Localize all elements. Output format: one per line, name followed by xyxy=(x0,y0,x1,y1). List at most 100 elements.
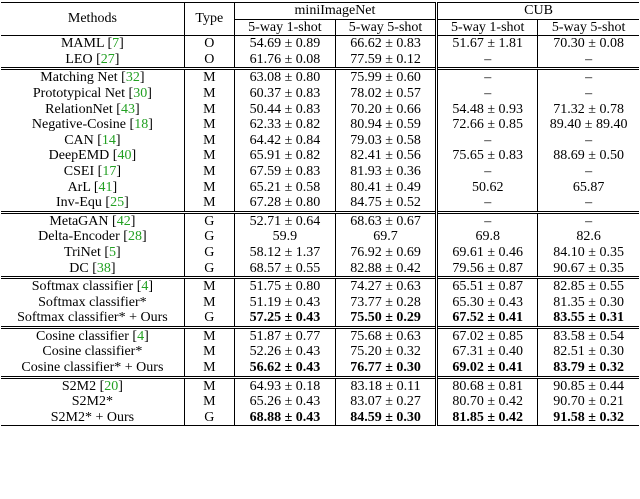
citation-link[interactable]: 41 xyxy=(98,179,113,195)
mini-5shot-cell: 68.63 ± 0.67 xyxy=(335,210,439,230)
mini-5shot-cell: 73.77 ± 0.28 xyxy=(335,294,439,311)
mini-1shot-cell: 50.44 ± 0.83 xyxy=(234,101,336,118)
mini-5shot-cell: 70.20 ± 0.66 xyxy=(335,101,439,118)
type-cell: O xyxy=(184,51,235,69)
citation-link[interactable]: 28 xyxy=(127,229,142,245)
method-cell: Prototypical Net [30] xyxy=(1,85,185,102)
cub-5shot-cell: 88.69 ± 0.50 xyxy=(553,148,624,164)
mini-1shot-cell: 56.62 ± 0.43 xyxy=(234,360,336,378)
cub-1shot-cell: 54.48 ± 0.93 xyxy=(436,101,539,118)
citation-link[interactable]: 5 xyxy=(109,244,117,260)
method-name: ArL xyxy=(67,179,91,195)
method-cell: S2M2* + Ours xyxy=(1,409,185,427)
cub-5shot-cell: 84.10 ± 0.35 xyxy=(553,244,624,260)
method-cell: Softmax classifier* xyxy=(1,294,185,311)
citation-link[interactable]: 42 xyxy=(116,213,131,229)
method-name: Cosine classifier* xyxy=(42,344,143,360)
mini-5shot-cell: 79.03 ± 0.58 xyxy=(335,132,439,149)
type-cell: M xyxy=(184,132,235,149)
citation-link[interactable]: 4 xyxy=(137,328,145,344)
citation-link[interactable]: 43 xyxy=(120,101,135,117)
cub-5shot-cell: 71.32 ± 0.78 xyxy=(553,101,624,117)
table-row: S2M2 [20] M 64.93 ± 0.18 83.18 ± 0.11 80.68 … xyxy=(1,375,639,395)
method-name: Softmax classifier xyxy=(31,279,134,295)
table-row: Softmax classifier* M 51.19 ± 0.43 73.77 ± … xyxy=(1,294,639,311)
method-name: LEO xyxy=(65,51,93,67)
method-name: Negative-Cosine xyxy=(31,117,127,133)
cub-5shot-cell: 91.58 ± 0.32 xyxy=(537,409,639,427)
mini-1shot-cell: 60.37 ± 0.83 xyxy=(234,85,336,102)
method-cell: S2M2 [20] xyxy=(1,375,185,395)
citation-link[interactable]: 40 xyxy=(117,148,132,164)
table-row: DeepEMD [40] M 65.91 ± 0.82 82.41 ± 0.56 75.… xyxy=(1,148,639,164)
cub-5shot-cell: – xyxy=(537,67,639,86)
citation-link[interactable]: 17 xyxy=(102,163,117,179)
cub-1shot-cell: – xyxy=(436,163,539,180)
cub-1shot-cell: 65.51 ± 0.87 xyxy=(436,276,539,295)
method-name: CAN xyxy=(64,132,94,148)
header-miniimagenet: miniImageNet xyxy=(234,2,439,20)
table-row: Softmax classifier* + Ours G 57.25 ± 0.43 7… xyxy=(1,310,639,328)
table-row: Cosine classifier* M 52.26 ± 0.43 75.20 ± 0… xyxy=(1,344,639,361)
type-cell: M xyxy=(184,325,235,345)
type-cell: O xyxy=(184,35,235,52)
cub-1shot-cell: 80.70 ± 0.42 xyxy=(436,394,539,410)
method-cell: LEO [27] xyxy=(1,51,185,69)
mini-1shot-cell: 62.33 ± 0.82 xyxy=(234,117,336,133)
method-name: RelationNet xyxy=(45,101,113,117)
cub-1shot-cell: 69.02 ± 0.41 xyxy=(436,360,539,378)
citation-link[interactable]: 32 xyxy=(125,70,140,86)
cub-5shot-cell: – xyxy=(585,163,593,179)
mini-5shot-cell: 84.59 ± 0.30 xyxy=(335,409,439,427)
citation-link[interactable]: 4 xyxy=(141,279,149,295)
method-cell: Softmax classifier [4] xyxy=(1,276,185,295)
citation-link[interactable]: 30 xyxy=(133,85,148,101)
type-cell: M xyxy=(184,394,235,410)
mini-5shot-cell: 76.77 ± 0.30 xyxy=(335,360,439,378)
mini-1shot-cell: 67.59 ± 0.83 xyxy=(234,163,336,180)
method-name: DC xyxy=(69,260,89,276)
cub-5shot-cell: – xyxy=(585,51,593,67)
cub-1shot-cell: 80.68 ± 0.81 xyxy=(436,375,539,395)
citation-link[interactable]: 18 xyxy=(134,117,149,133)
mini-5shot-cell: 78.02 ± 0.57 xyxy=(335,85,439,102)
cub-5shot-cell: 82.85 ± 0.55 xyxy=(537,276,639,295)
citation-link[interactable]: 20 xyxy=(104,378,119,394)
table-row: RelationNet [43] M 50.44 ± 0.83 70.20 ± 0.6… xyxy=(1,101,639,118)
cub-5shot-cell: 82.51 ± 0.30 xyxy=(553,344,624,360)
cub-1shot-cell: – xyxy=(436,85,539,102)
mini-5shot-cell: 75.20 ± 0.32 xyxy=(335,344,439,361)
cub-5shot-cell: 83.79 ± 0.32 xyxy=(553,360,624,376)
mini-1shot-cell: 67.28 ± 0.80 xyxy=(234,195,336,213)
citation-link[interactable]: 38 xyxy=(96,260,111,276)
mini-1shot-cell: 51.19 ± 0.43 xyxy=(234,294,336,311)
cub-1shot-cell: 79.56 ± 0.87 xyxy=(436,260,539,278)
method-name: MAML xyxy=(60,36,104,52)
cub-1shot-cell: 67.31 ± 0.40 xyxy=(436,344,539,361)
mini-5shot-cell: 82.41 ± 0.56 xyxy=(335,148,439,164)
method-name: Cosine classifier* + Ours xyxy=(21,360,164,376)
table-row: LEO [27] O 61.76 ± 0.08 77.59 ± 0.12– – xyxy=(1,51,639,69)
header-cub-5shot: 5-way 5-shot xyxy=(537,19,639,37)
table-row: Cosine classifier [4] M 51.87 ± 0.77 75.68 … xyxy=(1,325,639,345)
cub-1shot-cell: 72.66 ± 0.85 xyxy=(436,117,539,133)
table-body: MAML [7] O 54.69 ± 0.89 66.62 ± 0.83 51.67 ±… xyxy=(1,35,639,427)
cub-5shot-cell: 83.55 ± 0.31 xyxy=(553,310,624,326)
citation-link[interactable]: 27 xyxy=(100,51,115,67)
citation-link[interactable]: 25 xyxy=(110,195,125,211)
type-cell: M xyxy=(184,85,235,102)
method-cell: TriNet [5] xyxy=(1,244,185,261)
cub-1shot-cell: 65.30 ± 0.43 xyxy=(436,294,539,311)
citation-link[interactable]: 7 xyxy=(112,36,120,52)
mini-5shot-cell: 66.62 ± 0.83 xyxy=(335,35,439,52)
type-cell: G xyxy=(184,244,235,261)
cub-5shot-cell: 83.58 ± 0.54 xyxy=(537,325,639,345)
mini-1shot-cell: 63.08 ± 0.80 xyxy=(234,67,336,86)
method-name: CSEI xyxy=(63,163,95,179)
citation-link[interactable]: 14 xyxy=(101,132,116,148)
method-cell: S2M2* xyxy=(1,394,185,410)
method-name: Prototypical Net xyxy=(32,85,126,101)
type-cell: M xyxy=(184,148,235,164)
cub-1shot-cell: 69.8 xyxy=(436,229,539,245)
method-cell: Cosine classifier* xyxy=(1,344,185,361)
